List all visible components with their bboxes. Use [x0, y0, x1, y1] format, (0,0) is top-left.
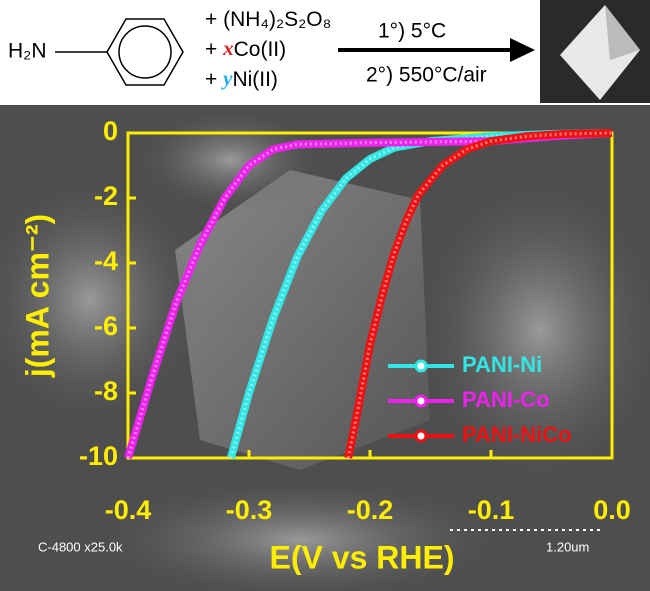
- reagent-prefix: +: [205, 68, 223, 91]
- step2: 2°) 550°C/air: [366, 64, 487, 87]
- amine: H₂N: [8, 40, 46, 63]
- legend-marker: [414, 429, 428, 443]
- y-tick-label: 0: [103, 116, 118, 146]
- reagent: + yNi(II): [205, 66, 278, 91]
- series-beads: [346, 131, 613, 459]
- legend-marker: [414, 394, 428, 408]
- octahedron-face: [605, 5, 640, 60]
- legend-label: PANI-Ni: [462, 352, 542, 377]
- reagent: + (NH₄)₂S₂O₈: [205, 8, 331, 31]
- reagent-variable: x: [222, 36, 234, 60]
- y-tick-label: -6: [94, 311, 118, 341]
- legend-marker: [414, 359, 428, 373]
- x-tick-label: -0.4: [105, 495, 152, 525]
- x-tick-label: 0.0: [593, 495, 631, 525]
- sem-blob: [0, 180, 200, 420]
- reagent-name: Co(II): [234, 38, 287, 61]
- sem-blob: [420, 180, 650, 480]
- x-axis-label: E(V vs RHE): [270, 539, 455, 575]
- sem-blob: [100, 480, 500, 591]
- x-tick-label: -0.1: [468, 495, 515, 525]
- x-tick-label: -0.3: [226, 495, 273, 525]
- legend-label: PANI-Co: [462, 387, 550, 412]
- reagent-variable: y: [220, 66, 233, 90]
- benzene: [106, 18, 184, 86]
- x-tick-label: -0.2: [347, 495, 394, 525]
- step1: 1°) 5°C: [378, 20, 446, 43]
- reagent: + xCo(II): [205, 36, 286, 61]
- series-line: [344, 129, 613, 459]
- legend-label: PANI-NiCo: [462, 422, 572, 447]
- sem-scale: 1.20um: [546, 539, 589, 554]
- reagent-name: Ni(II): [232, 68, 278, 91]
- y-tick-label: -8: [94, 376, 118, 406]
- y-tick-label: -10: [79, 441, 118, 471]
- y-tick-label: -2: [94, 181, 118, 211]
- reagent-prefix: +: [205, 38, 223, 61]
- reagent-prefix: +: [205, 8, 223, 31]
- reagent-name: (NH₄)₂S₂O₈: [223, 8, 331, 31]
- arrowhead: [510, 38, 535, 62]
- plot-frame: [126, 131, 614, 460]
- sem-info: C-4800 x25.0k: [38, 539, 123, 554]
- y-tick-label: -4: [94, 246, 118, 276]
- y-axis-label: j(mA cm⁻²): [19, 214, 55, 378]
- sem-blob: [140, 110, 320, 210]
- sem-crystal: [175, 170, 430, 470]
- benzene-ring: [118, 25, 172, 79]
